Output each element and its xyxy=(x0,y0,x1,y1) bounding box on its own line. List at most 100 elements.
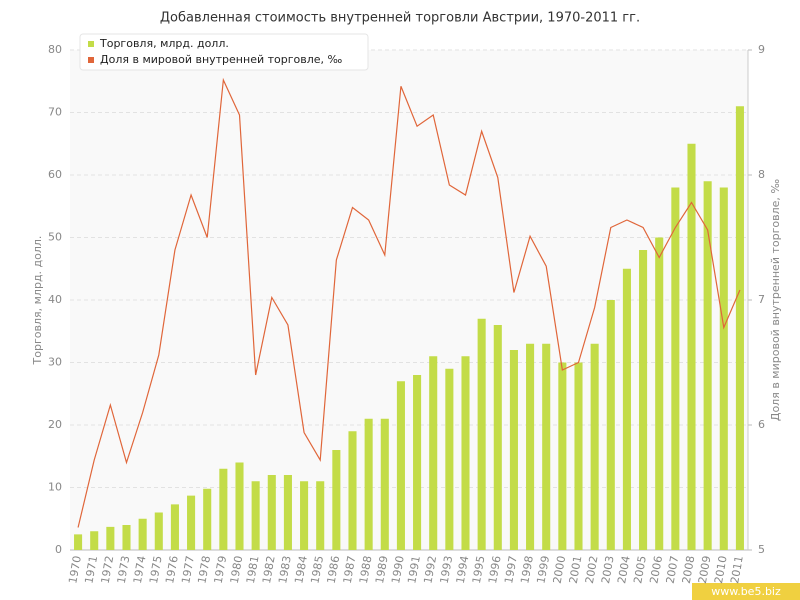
x-tick-label: 1982 xyxy=(260,555,278,585)
bar xyxy=(493,325,502,550)
x-tick-label: 1978 xyxy=(195,555,213,585)
legend-label: Доля в мировой внутренней торговле, ‰ xyxy=(100,53,343,66)
bar xyxy=(219,468,228,550)
x-tick-label: 2004 xyxy=(615,555,633,585)
x-tick-label: 1988 xyxy=(357,555,375,585)
x-tick-label: 1990 xyxy=(389,555,407,585)
x-tick-label: 1976 xyxy=(163,555,181,585)
y-tick-label: 40 xyxy=(48,293,62,306)
x-tick-label: 1994 xyxy=(454,555,472,585)
bar xyxy=(655,237,664,550)
y2-tick-label: 5 xyxy=(758,543,765,556)
bar xyxy=(542,343,551,550)
bar xyxy=(526,343,535,550)
x-tick-label: 2003 xyxy=(599,555,617,585)
bar xyxy=(203,488,212,550)
x-tick-label: 2001 xyxy=(567,555,585,585)
y2-axis-title: Доля в мировой внутренней торговле, ‰ xyxy=(769,179,782,422)
bar xyxy=(590,343,599,550)
bar xyxy=(703,181,712,550)
bar xyxy=(364,418,373,550)
y-tick-label: 10 xyxy=(48,481,62,494)
watermark: www.be5.biz xyxy=(711,585,781,598)
y-tick-label: 20 xyxy=(48,418,62,431)
x-tick-label: 1979 xyxy=(212,555,230,585)
line xyxy=(77,77,741,528)
x-tick-label: 1984 xyxy=(292,555,310,585)
x-tick-label: 1975 xyxy=(147,555,165,585)
bar xyxy=(429,356,438,550)
bar xyxy=(267,475,276,550)
bar xyxy=(396,381,405,550)
x-tick-label: 1971 xyxy=(82,555,100,585)
bar xyxy=(380,418,389,550)
x-tick-label: 1972 xyxy=(99,555,117,585)
y-axis-title: Торговля, млрд. долл. xyxy=(31,236,44,366)
x-tick-label: 2006 xyxy=(647,555,665,585)
x-tick-label: 1980 xyxy=(228,555,246,585)
x-tick-label: 2008 xyxy=(680,555,698,585)
bar xyxy=(300,481,309,550)
legend-swatch xyxy=(88,41,94,47)
bar xyxy=(251,481,260,550)
bar xyxy=(348,431,357,550)
y-tick-label: 30 xyxy=(48,356,62,369)
x-tick-label: 1970 xyxy=(66,555,84,585)
x-tick-label: 1977 xyxy=(179,555,197,585)
x-tick-label: 2010 xyxy=(712,555,730,585)
y2-tick-label: 7 xyxy=(758,293,765,306)
x-tick-label: 1993 xyxy=(438,555,456,585)
watermark-bg xyxy=(692,583,800,600)
x-tick-label: 1998 xyxy=(518,555,536,585)
y-tick-label: 70 xyxy=(48,106,62,119)
x-tick-label: 1996 xyxy=(486,555,504,585)
legend-swatch xyxy=(88,57,94,63)
x-tick-label: 1992 xyxy=(421,555,439,585)
bar xyxy=(477,318,486,550)
bar xyxy=(461,356,470,550)
x-tick-label: 1973 xyxy=(115,555,133,585)
x-tick-label: 1983 xyxy=(276,555,294,585)
x-tick-label: 2009 xyxy=(696,555,714,585)
legend: Торговля, млрд. долл. Доля в мировой внут… xyxy=(79,33,369,71)
bar xyxy=(639,250,648,550)
bar xyxy=(719,187,728,550)
bar xyxy=(122,525,131,550)
x-tick-label: 2002 xyxy=(583,555,601,585)
chart-title: Добавленная стоимость внутренней торговл… xyxy=(160,11,640,26)
y-tick-label: 50 xyxy=(48,231,62,244)
bar xyxy=(606,300,615,550)
bar xyxy=(154,512,163,550)
y-tick-label: 60 xyxy=(48,168,62,181)
bar xyxy=(106,526,115,550)
bar xyxy=(413,375,422,550)
x-tick-label: 1999 xyxy=(534,555,552,585)
x-tick-label: 1974 xyxy=(131,555,149,585)
x-tick-label: 1989 xyxy=(373,555,391,585)
y2-tick-label: 6 xyxy=(758,418,765,431)
bar xyxy=(187,495,196,550)
legend-label: Торговля, млрд. долл. xyxy=(99,37,229,50)
x-tick-label: 1997 xyxy=(502,555,520,585)
bar xyxy=(671,187,680,550)
bar xyxy=(509,350,518,550)
bar xyxy=(332,450,341,550)
bar xyxy=(138,518,147,550)
bar xyxy=(574,362,583,550)
x-tick-label: 1986 xyxy=(325,555,343,585)
x-tick-label: 1991 xyxy=(405,555,423,585)
y2-tick-label: 8 xyxy=(758,168,765,181)
bar xyxy=(622,268,631,550)
x-tick-label: 2011 xyxy=(728,555,746,585)
bar xyxy=(90,531,99,550)
y-tick-label: 80 xyxy=(48,43,62,56)
y2-tick-label: 9 xyxy=(758,43,765,56)
x-tick-label: 1985 xyxy=(308,555,326,585)
x-tick-label: 1981 xyxy=(244,555,262,585)
bar xyxy=(74,534,83,550)
y-tick-label: 0 xyxy=(55,543,62,556)
x-tick-label: 2005 xyxy=(631,555,649,585)
x-tick-label: 2007 xyxy=(664,555,682,585)
bar xyxy=(170,504,179,550)
